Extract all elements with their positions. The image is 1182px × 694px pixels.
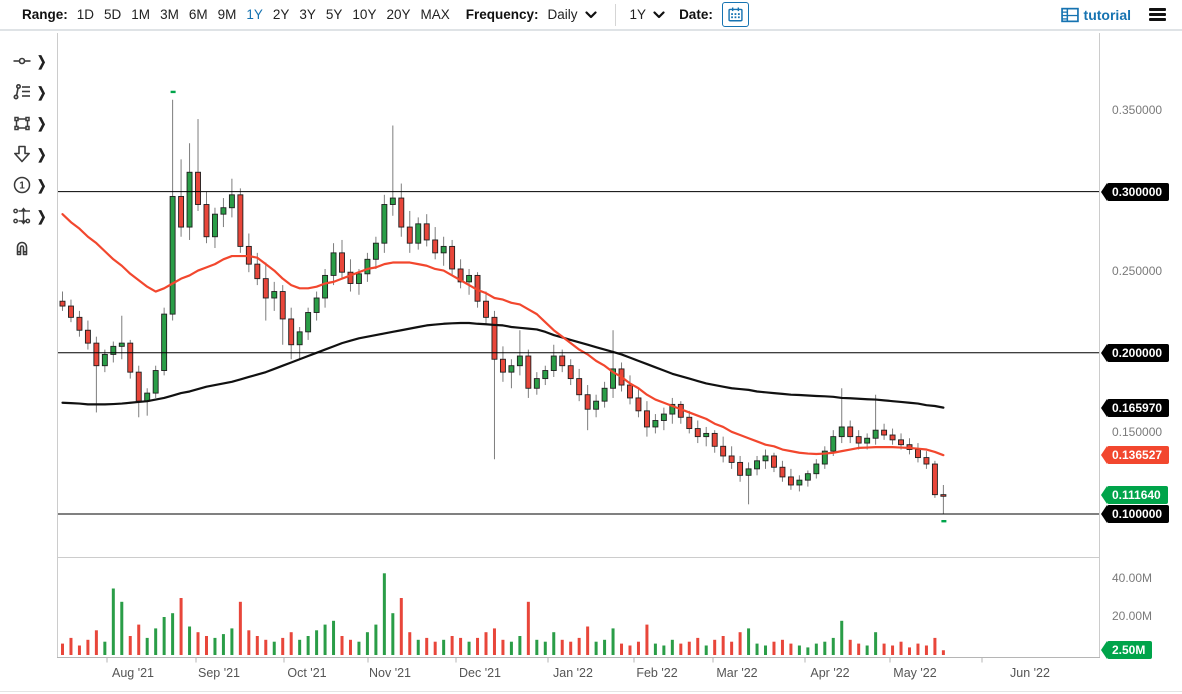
range-option-5y[interactable]: 5Y — [325, 7, 343, 22]
period-dropdown[interactable]: 1Y — [630, 7, 666, 22]
range-label: Range: — [22, 7, 68, 22]
range-option-10y[interactable]: 10Y — [352, 7, 377, 22]
date-label: Date: — [679, 7, 713, 22]
wave-list-icon — [13, 83, 30, 100]
frequency-dropdown[interactable]: Daily — [548, 7, 597, 22]
volume-tick: 40.00M — [1112, 571, 1153, 585]
wave-annotation-tool[interactable]: ❯ — [0, 80, 56, 104]
svg-text:1: 1 — [19, 181, 25, 192]
svg-text:Nov '21: Nov '21 — [369, 666, 411, 680]
range-option-6m[interactable]: 6M — [188, 7, 208, 22]
svg-text:Sep '21: Sep '21 — [198, 666, 240, 680]
chevron-down-icon — [584, 10, 597, 18]
range-option-9m[interactable]: 9M — [217, 7, 237, 22]
chevron-right-icon: ❯ — [37, 178, 47, 194]
chevron-down-icon — [653, 10, 665, 18]
magnet-tool[interactable] — [0, 235, 56, 259]
range-option-3m[interactable]: 3M — [160, 7, 179, 22]
tutorial-link[interactable]: tutorial — [1060, 6, 1131, 23]
volume-badge: 2.50M — [1100, 641, 1153, 660]
range-option-5d[interactable]: 5D — [104, 7, 122, 22]
measure-icon — [13, 207, 31, 225]
price-badge: 0.136527 — [1100, 446, 1170, 465]
svg-text:Apr '22: Apr '22 — [810, 666, 849, 680]
range-option-1y[interactable]: 1Y — [246, 7, 263, 22]
svg-text:Jan '22: Jan '22 — [553, 666, 593, 680]
price-badge: 0.300000 — [1100, 182, 1170, 201]
range-option-20y[interactable]: 20Y — [386, 7, 411, 22]
svg-text:Feb '22: Feb '22 — [636, 666, 677, 680]
price-badge: 0.100000 — [1100, 505, 1170, 523]
svg-text:Aug '21: Aug '21 — [112, 666, 154, 680]
drawing-toolbar: ❯ ❯ ❯ ❯ 1 ❯ ❯ — [0, 33, 56, 259]
svg-text:May '22: May '22 — [893, 666, 936, 680]
shape-tool[interactable]: ❯ — [0, 111, 56, 135]
svg-text:Mar '22: Mar '22 — [716, 666, 757, 680]
chevron-right-icon: ❯ — [37, 116, 47, 132]
arrow-tool[interactable]: ❯ — [0, 142, 56, 166]
period-value: 1Y — [629, 7, 647, 22]
range-selector: 1D 5D 1M 3M 6M 9M 1Y 2Y 3Y 5Y 10Y 20Y MAX — [77, 7, 460, 22]
film-icon — [1060, 7, 1079, 22]
measure-tool[interactable]: ❯ — [0, 204, 56, 228]
price-badge: 0.165970 — [1100, 398, 1170, 417]
svg-text:Jun '22: Jun '22 — [1010, 666, 1050, 680]
range-option-3y[interactable]: 3Y — [299, 7, 316, 22]
price-badge: 0.111640 — [1101, 486, 1168, 505]
price-tick: 0.350000 — [1112, 103, 1163, 117]
frequency-label: Frequency: — [465, 7, 539, 22]
arrow-down-icon — [14, 145, 30, 163]
toolbar-divider — [614, 3, 616, 26]
trendline-icon — [13, 57, 31, 65]
price-chart-canvas[interactable]: Aug '21 Sep '21 Oct '21 Nov '21 Dec '21 Jan '… — [57, 33, 1100, 694]
chevron-right-icon: ❯ — [37, 209, 47, 225]
chevron-right-icon: ❯ — [37, 54, 47, 70]
svg-text:Oct '21: Oct '21 — [287, 666, 326, 680]
bottom-border — [0, 691, 1182, 692]
svg-text:Dec '21: Dec '21 — [459, 666, 501, 680]
menu-button[interactable] — [1147, 6, 1168, 23]
range-option-2y[interactable]: 2Y — [272, 7, 290, 22]
price-tick: 0.150000 — [1112, 425, 1163, 440]
chevron-right-icon: ❯ — [37, 147, 47, 163]
magnet-icon — [16, 241, 28, 256]
price-tick: 0.250000 — [1112, 264, 1163, 279]
number-annotation-tool[interactable]: 1 ❯ — [0, 173, 56, 197]
range-option-1m[interactable]: 1M — [131, 7, 151, 22]
frequency-value: Daily — [547, 7, 578, 22]
trendline-tool[interactable]: ❯ — [0, 49, 56, 73]
circled-one-icon: 1 — [13, 176, 31, 194]
calendar-icon — [728, 7, 743, 22]
range-option-1d[interactable]: 1D — [76, 7, 95, 22]
rectangle-shape-icon — [14, 116, 30, 131]
volume-tick: 20.00M — [1112, 609, 1153, 623]
tutorial-label: tutorial — [1083, 6, 1131, 23]
date-picker-button[interactable] — [721, 2, 749, 27]
range-option-max[interactable]: MAX — [420, 7, 450, 22]
price-badge: 0.200000 — [1100, 343, 1170, 362]
top-toolbar: Range: 1D 5D 1M 3M 6M 9M 1Y 2Y 3Y 5Y 10Y 20Y MAX Fre… — [0, 0, 1182, 31]
chevron-right-icon: ❯ — [37, 85, 47, 101]
price-axis: 0.350000 0.250000 0.150000 40.00M 20.00M 0.30… — [1100, 0, 1182, 694]
